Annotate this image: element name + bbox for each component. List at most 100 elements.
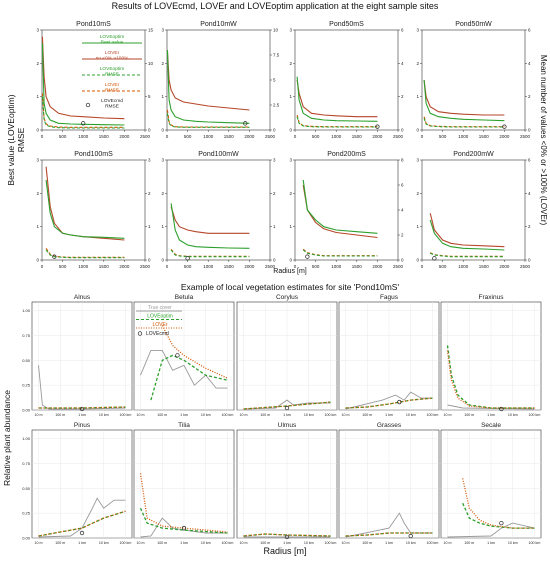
top-right-y-axis-label: Mean number of values <0% or >100% (LOVE… (539, 55, 548, 226)
x-tick-label: 1 km (487, 413, 495, 417)
y-tick-label: 0.75 (22, 333, 31, 338)
series-optim-best-line (45, 179, 125, 239)
x-tick-label: 10 km (406, 541, 416, 545)
y-tick-label: 0 (416, 258, 419, 263)
panel-title: Secale (481, 422, 501, 429)
panel-title: Pond50mW (455, 21, 492, 28)
y2-tick-label: 0 (401, 258, 404, 263)
panel-title: Pond100mW (198, 151, 239, 158)
x-tick-label: 10 m (137, 541, 145, 545)
series-lovecmd-point (181, 525, 187, 531)
bottom-figure-title: Example of local vegetation estimates fo… (181, 282, 400, 292)
x-tick-label: 2000 (119, 134, 130, 139)
x-tick-label: 0 (166, 134, 169, 139)
panel-title: Pond100mS (74, 151, 113, 158)
x-tick-label: 10 km (508, 541, 518, 545)
x-tick-label: 1500 (352, 264, 363, 269)
y-tick-label: 1 (289, 94, 292, 99)
x-tick-label: 0 (294, 264, 297, 269)
x-tick-label: 0 (294, 134, 297, 139)
x-tick-label: 1500 (224, 134, 235, 139)
x-tick-label: 100 m (55, 541, 65, 545)
legend-label: RMSE (105, 88, 119, 94)
series-optim-best-line (170, 203, 250, 249)
x-tick-label: 1000 (203, 264, 214, 269)
series-lovecmd-point (432, 256, 437, 261)
y2-tick-label: 2 (148, 191, 151, 196)
series-lovecmd-point (175, 353, 180, 358)
y-tick-label: 1 (416, 94, 419, 99)
series-lovecmd-point (52, 254, 57, 259)
series-lovecmd-point (79, 406, 85, 412)
x-tick-label: 100 m (260, 541, 270, 545)
x-tick-label: 1000 (331, 134, 342, 139)
x-tick-label: 500 (59, 134, 67, 139)
x-tick-label: 1 km (180, 413, 188, 417)
series-lover-noval-line (296, 79, 378, 118)
y-tick-label: 0.00 (22, 408, 31, 413)
x-tick-label: 2500 (265, 264, 276, 269)
x-tick-label: 10 m (444, 413, 452, 417)
top-y-axis-label: Best value (LOVEoptim)RMSE (6, 94, 26, 185)
series-lovecmd-point (397, 399, 402, 405)
y-tick-label: 1 (161, 224, 164, 229)
y2-tick-label: 4 (401, 61, 404, 66)
y2-tick-label: 0 (273, 258, 276, 263)
x-tick-label: 100 km (427, 541, 439, 545)
x-tick-label: 100 m (55, 413, 65, 417)
panel-frame (421, 159, 526, 261)
x-tick-label: 10 km (508, 413, 518, 417)
x-tick-label: 10 km (99, 413, 109, 417)
x-tick-label: 1500 (352, 134, 363, 139)
top-figure-title: Results of LOVEcmd, LOVEr and LOVEoptim … (112, 1, 439, 11)
y-tick-label: 0.25 (22, 383, 31, 388)
panel-title: Pinus (74, 422, 91, 429)
series-lover-line (345, 532, 433, 537)
series-lover-noval-line (166, 49, 250, 111)
series-optim-best-line (296, 76, 378, 122)
panel-title: Ulmus (278, 422, 297, 429)
x-tick-label: 2000 (372, 264, 383, 269)
series-optim-best-line (166, 49, 250, 124)
legend-label: True cover (148, 305, 172, 311)
series-true-cover-line (140, 517, 228, 538)
bottom-panel-Secale: Secale 10 m 100 m 1 km 10 km 100 km (440, 422, 542, 545)
series-loveoptim-line (139, 507, 228, 534)
panel-title: Pond50mS (329, 21, 364, 28)
y-tick-label: 1 (36, 224, 39, 229)
x-tick-label: 100 m (157, 541, 167, 545)
panel-title: Betula (175, 294, 194, 301)
y-tick-label: 2 (161, 61, 164, 66)
x-tick-label: 10 m (342, 541, 350, 545)
x-tick-label: 2500 (393, 264, 404, 269)
series-true-cover-line (243, 399, 331, 410)
bottom-panel-Grasses: Grasses 10 m 100 m 1 km 10 km 100 km (338, 422, 440, 545)
legend-label: LOVEr (105, 82, 120, 88)
y2-tick-label: 10 (273, 28, 279, 33)
x-tick-label: 1500 (479, 264, 490, 269)
y2-tick-label: 2.5 (273, 103, 280, 108)
x-tick-label: 2500 (140, 264, 151, 269)
legend-label: LOVEr (152, 322, 167, 328)
x-tick-label: 100 km (120, 413, 132, 417)
y-tick-label: 1 (36, 94, 39, 99)
series-lover-noval-line (429, 213, 505, 248)
x-tick-label: 2000 (372, 134, 383, 139)
x-tick-label: 1 km (487, 541, 495, 545)
series-optim-best-line (302, 179, 378, 234)
x-tick-label: 500 (312, 264, 320, 269)
x-tick-label: 10 km (406, 413, 416, 417)
bottom-panel-Alnus: Alnus 10 m 100 m 1 km 10 km 100 km 0.00 0.25 0.5… (22, 294, 133, 417)
series-optim-rmse-line (429, 252, 505, 258)
series-lover-line (139, 473, 228, 533)
x-tick-label: 10 km (304, 413, 314, 417)
x-tick-label: 1 km (180, 541, 188, 545)
x-tick-label: 1000 (458, 264, 469, 269)
